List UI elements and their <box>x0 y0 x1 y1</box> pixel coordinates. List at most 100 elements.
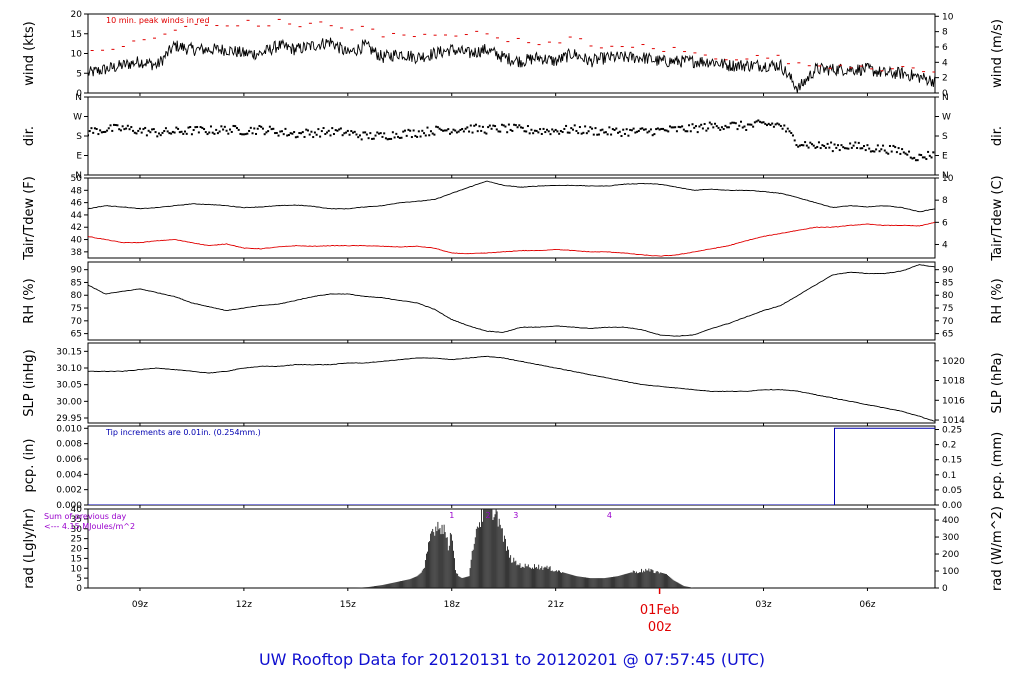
dir-point <box>547 130 550 133</box>
dir-point <box>161 131 164 134</box>
dir-point <box>462 130 465 133</box>
y-tick-label: 5 <box>76 69 82 79</box>
dir-point <box>315 133 318 136</box>
y-tick-label: 0.002 <box>56 486 82 496</box>
y-tick-label-right: 1014 <box>942 416 965 426</box>
dir-point <box>339 127 342 130</box>
y-tick-label-right: 75 <box>942 304 953 314</box>
y-tick-label: 46 <box>71 199 83 209</box>
dir-point <box>294 136 297 139</box>
dir-point <box>242 133 245 136</box>
dir-point <box>733 121 736 124</box>
dir-point <box>481 125 484 128</box>
dir-point <box>570 127 573 130</box>
dir-point <box>861 147 864 150</box>
dir-point <box>565 124 568 127</box>
panel-data <box>88 355 935 422</box>
dir-point <box>320 130 323 133</box>
dir-point <box>708 121 711 124</box>
dir-point <box>653 133 656 136</box>
dir-point <box>890 150 893 153</box>
dir-point <box>601 128 604 131</box>
dir-point <box>921 156 924 159</box>
dir-point <box>461 127 464 130</box>
dir-point <box>717 126 720 129</box>
y-axis-label: dir. <box>22 126 37 146</box>
dir-point <box>776 122 779 125</box>
dir-point <box>584 125 587 128</box>
dir-point <box>740 120 743 123</box>
dir-point <box>504 125 507 128</box>
dir-point <box>620 134 623 137</box>
dir-point <box>726 126 729 129</box>
dir-point <box>118 128 121 131</box>
dir-point <box>746 123 749 126</box>
dir-point <box>449 132 452 135</box>
dir-point <box>350 130 353 133</box>
dir-point <box>507 123 510 126</box>
dir-point <box>97 133 100 136</box>
y-tick-label: 0 <box>76 584 82 594</box>
dir-point <box>518 124 521 127</box>
dir-point <box>469 124 472 127</box>
dir-point <box>272 127 275 130</box>
dir-point <box>487 126 490 129</box>
dir-point <box>914 159 917 162</box>
dir-point <box>435 125 438 128</box>
dir-point <box>196 125 199 128</box>
dir-point <box>710 123 713 126</box>
dir-point <box>438 127 441 130</box>
dir-point <box>920 154 923 157</box>
y-tick-label: 20 <box>71 10 83 20</box>
date-sublabel: 00z <box>648 620 672 635</box>
dir-point <box>594 127 597 130</box>
dir-point <box>707 127 710 130</box>
dir-point <box>497 130 500 133</box>
dir-point <box>384 137 387 140</box>
dir-point <box>95 128 98 131</box>
dir-point <box>310 130 313 133</box>
dir-point <box>644 128 647 131</box>
dir-point <box>646 131 649 134</box>
dir-point <box>300 132 303 135</box>
y-tick-label-right: 8 <box>942 28 948 38</box>
dir-point <box>843 147 846 150</box>
dir-point <box>833 143 836 146</box>
dir-point <box>542 127 545 130</box>
dir-point <box>140 131 143 134</box>
dir-point <box>429 130 432 133</box>
dir-point <box>772 125 775 128</box>
dir-point <box>764 122 767 125</box>
dir-point <box>862 145 865 148</box>
y-tick-label: 15 <box>71 554 82 564</box>
y-tick-label: 15 <box>71 30 82 40</box>
dir-point <box>894 146 897 149</box>
dir-point <box>253 127 256 130</box>
dir-point <box>636 130 639 133</box>
dir-point <box>701 127 704 130</box>
dir-point <box>175 126 178 129</box>
dir-point <box>261 127 264 130</box>
dir-point <box>365 133 368 136</box>
dir-point <box>705 129 708 132</box>
dir-point <box>130 126 133 129</box>
y-tick-label: 80 <box>71 291 83 301</box>
dir-point <box>523 130 526 133</box>
dir-point <box>395 132 398 135</box>
dir-point <box>795 144 798 147</box>
dir-point <box>111 129 114 132</box>
y-tick-label: 25 <box>71 535 82 545</box>
dir-point <box>722 128 725 131</box>
dir-point <box>409 129 412 132</box>
dir-point <box>637 129 640 132</box>
dir-point <box>838 149 841 152</box>
y-tick-label: 0.010 <box>56 424 82 434</box>
y-axis-label: wind (kts) <box>22 21 37 85</box>
dir-point <box>578 126 581 129</box>
dir-point <box>265 131 268 134</box>
dir-point <box>391 131 394 134</box>
dir-point <box>658 128 661 131</box>
dir-point <box>743 125 746 128</box>
dir-point <box>454 129 457 132</box>
